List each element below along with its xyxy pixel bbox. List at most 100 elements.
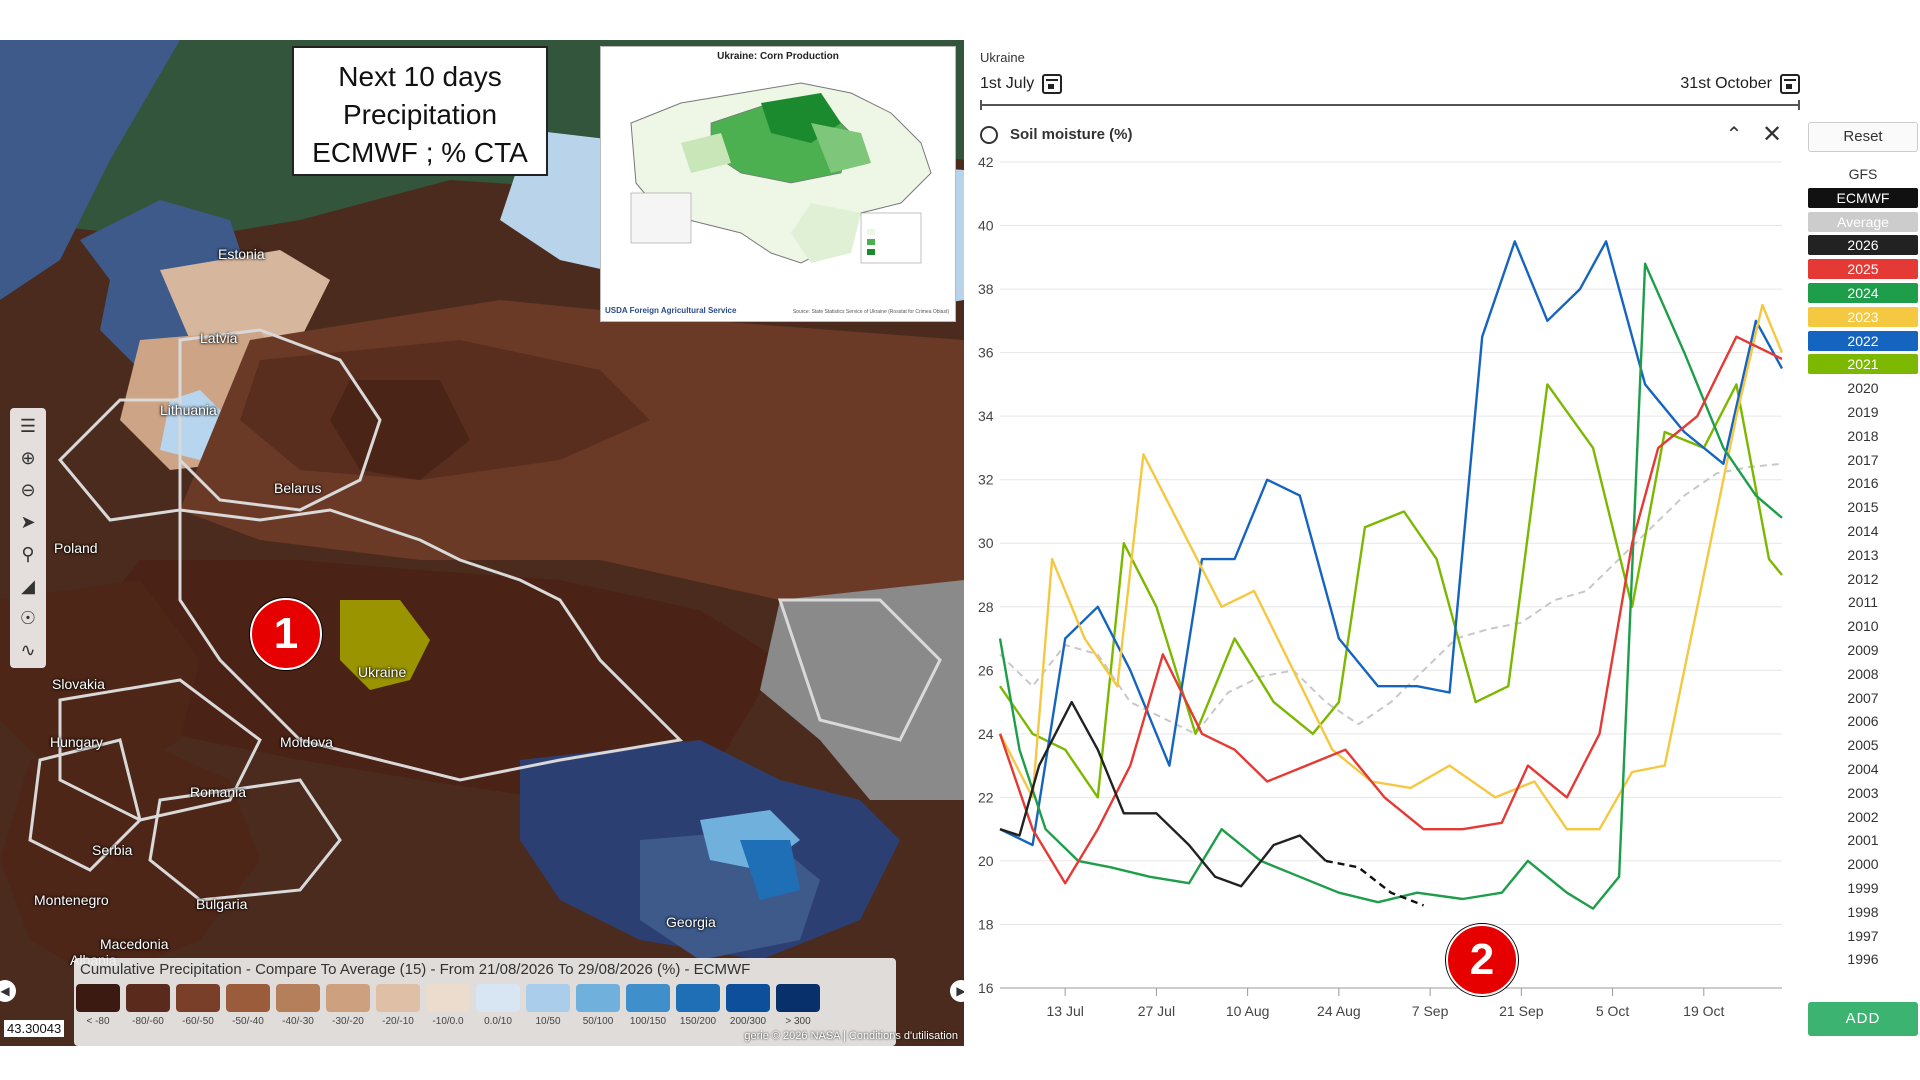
- series-toggle-2014[interactable]: 2014: [1847, 522, 1879, 539]
- series-toggle-2004[interactable]: 2004: [1847, 760, 1879, 777]
- label-hungary: Hungary: [50, 734, 103, 750]
- y-tick-label: 32: [978, 472, 994, 488]
- series-toggle-1999[interactable]: 1999: [1847, 879, 1879, 896]
- start-date-picker[interactable]: 1st July: [980, 74, 1063, 94]
- calendar-icon[interactable]: [1042, 74, 1063, 94]
- map-next-arrow-icon[interactable]: ▶: [950, 980, 964, 1002]
- location-icon[interactable]: ☉: [19, 607, 37, 628]
- annotation-marker-1: 1: [250, 598, 322, 670]
- legend-swatch: [76, 984, 120, 1012]
- series-toggle-2013[interactable]: 2013: [1847, 546, 1879, 563]
- series-toggle-2020[interactable]: 2020: [1847, 380, 1879, 397]
- legend-swatch: [626, 984, 670, 1012]
- y-tick-label: 34: [978, 408, 994, 424]
- legend-swatch: [326, 984, 370, 1012]
- label-slovakia: Slovakia: [52, 676, 105, 692]
- y-tick-label: 20: [978, 853, 994, 869]
- series-line-2024: [998, 262, 1783, 910]
- label-serbia: Serbia: [92, 842, 133, 858]
- series-line-average: [999, 462, 1783, 735]
- series-toggle-2022[interactable]: 2022: [1808, 330, 1918, 351]
- x-tick-label: 7 Sep: [1412, 1003, 1449, 1019]
- add-button[interactable]: ADD: [1808, 1002, 1918, 1036]
- reset-button[interactable]: Reset: [1808, 122, 1918, 152]
- series-toggle-2019[interactable]: 2019: [1847, 403, 1879, 420]
- label-latvia: Latvia: [200, 330, 238, 346]
- navigate-icon[interactable]: ➤: [20, 511, 36, 532]
- series-toggle-2006[interactable]: 2006: [1847, 713, 1879, 730]
- legend-item: 200/300: [726, 984, 770, 1027]
- zoom-in-icon[interactable]: ⊕: [20, 447, 36, 468]
- series-toggle-2018[interactable]: 2018: [1847, 427, 1879, 444]
- legend-swatch: [676, 984, 720, 1012]
- series-line-2026: [999, 700, 1327, 888]
- legend-item: 50/100: [576, 984, 620, 1027]
- series-line-ecmwf: [1325, 859, 1425, 907]
- search-icon[interactable]: ⚲: [21, 543, 35, 564]
- map-title-box: Next 10 days Precipitation ECMWF ; % CTA: [292, 46, 548, 176]
- series-toggle-2024[interactable]: 2024: [1808, 282, 1918, 303]
- series-toggle-1996[interactable]: 1996: [1847, 951, 1879, 968]
- end-date-picker[interactable]: 31st October: [1680, 74, 1800, 94]
- legend-swatch: [376, 984, 420, 1012]
- series-toggle-gfs[interactable]: GFS: [1848, 166, 1878, 182]
- map-prev-arrow-icon[interactable]: ◀: [0, 980, 16, 1002]
- series-toggle-2023[interactable]: 2023: [1808, 306, 1918, 327]
- series-toggle-2021[interactable]: 2021: [1808, 354, 1918, 375]
- series-toggle-2000[interactable]: 2000: [1847, 856, 1879, 873]
- series-toggle-2008[interactable]: 2008: [1847, 665, 1879, 682]
- legend-swatch: [226, 984, 270, 1012]
- series-toggle-2003[interactable]: 2003: [1847, 784, 1879, 801]
- series-toggle-2010[interactable]: 2010: [1847, 618, 1879, 635]
- legend-swatch: [726, 984, 770, 1012]
- series-toggle-1998[interactable]: 1998: [1847, 903, 1879, 920]
- chart-titlebar: Soil moisture (%) ⌃ ✕: [978, 120, 1790, 152]
- series-toggle-2015[interactable]: 2015: [1847, 499, 1879, 516]
- legend-label: -50/-40: [232, 1016, 264, 1027]
- label-montenegro: Montenegro: [34, 892, 109, 908]
- series-line-2021: [999, 383, 1783, 799]
- legend-label: -60/-50: [182, 1016, 214, 1027]
- legend-swatch: [276, 984, 320, 1012]
- legend-swatch: [476, 984, 520, 1012]
- legend-label: 150/200: [679, 1016, 717, 1027]
- series-toggle-2002[interactable]: 2002: [1847, 808, 1879, 825]
- y-tick-label: 30: [978, 535, 994, 551]
- series-toggle-2025[interactable]: 2025: [1808, 259, 1918, 280]
- calendar-icon[interactable]: [1780, 74, 1800, 94]
- legend-label: 10/50: [535, 1016, 561, 1027]
- layers-icon[interactable]: ☰: [19, 415, 37, 436]
- close-icon[interactable]: ✕: [1761, 121, 1783, 148]
- map-attribution[interactable]: gerie © 2026 NASA | Conditions d'utilisa…: [744, 1030, 958, 1042]
- series-toggle-2012[interactable]: 2012: [1847, 570, 1879, 587]
- map-panel[interactable]: Estonia Latvia Lithuania Belarus Poland …: [0, 40, 964, 1046]
- date-range-slider[interactable]: [980, 100, 1800, 110]
- soil-moisture-chart[interactable]: 16 18 20 22 24 26 28 30 32 34 36 38 40 42 13 Jul 27 Jul…: [970, 150, 1790, 1030]
- series-toggle-2005[interactable]: 2005: [1847, 737, 1879, 754]
- legend-item: 150/200: [676, 984, 720, 1027]
- series-toggle-2011[interactable]: 2011: [1847, 594, 1879, 611]
- series-toggle-2001[interactable]: 2001: [1847, 832, 1879, 849]
- y-tick-label: 26: [978, 662, 994, 678]
- draw-icon[interactable]: ∿: [20, 639, 36, 660]
- series-toggle-2007[interactable]: 2007: [1847, 689, 1879, 706]
- series-toggle-1997[interactable]: 1997: [1847, 927, 1879, 944]
- series-line-2022: [999, 240, 1784, 847]
- series-toggle-2017[interactable]: 2017: [1847, 451, 1879, 468]
- series-toggle-2026[interactable]: 2026: [1808, 235, 1918, 256]
- series-toggle-2016[interactable]: 2016: [1847, 475, 1879, 492]
- series-toggle-ecmwf[interactable]: ECMWF: [1808, 187, 1918, 208]
- legend-swatch: [576, 984, 620, 1012]
- measure-icon[interactable]: ◢: [21, 575, 35, 596]
- collapse-button[interactable]: ⌃: [1725, 124, 1743, 146]
- series-toggle-average[interactable]: Average: [1808, 211, 1918, 232]
- legend-label: -40/-30: [282, 1016, 314, 1027]
- x-tick-label: 27 Jul: [1138, 1003, 1175, 1019]
- legend-item: -10/0.0: [426, 984, 470, 1027]
- series-line-2025: [998, 335, 1783, 885]
- legend-item: -50/-40: [226, 984, 270, 1027]
- legend-swatches: < -80 -80/-60 -60/-50 -50/-40 -40/-30 -30/-20…: [74, 984, 896, 1027]
- label-estonia: Estonia: [218, 246, 265, 262]
- zoom-out-icon[interactable]: ⊖: [20, 479, 36, 500]
- series-toggle-2009[interactable]: 2009: [1847, 641, 1879, 658]
